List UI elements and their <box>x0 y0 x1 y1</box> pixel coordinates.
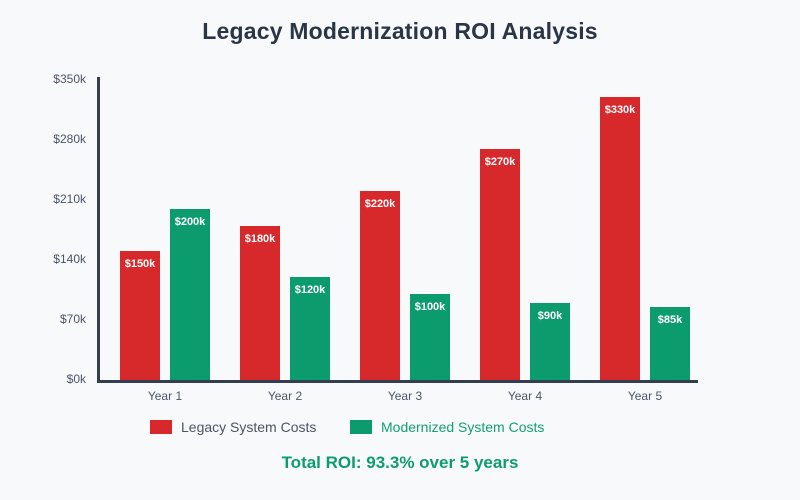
bar-value-label: $90k <box>537 309 563 322</box>
legend-swatch-modernized-icon <box>350 420 372 434</box>
bar-value-label: $330k <box>604 104 636 117</box>
y-tick-label: $70k <box>59 312 86 326</box>
bar-modernized-year-2: $120k <box>290 277 330 380</box>
bar-value-label: $200k <box>174 215 206 228</box>
y-axis-line <box>97 77 100 383</box>
bar-value-label: $85k <box>657 314 683 327</box>
bar-value-label: $180k <box>244 232 276 245</box>
bar-value-label: $100k <box>414 301 446 314</box>
y-tick-label: $140k <box>53 252 86 266</box>
bar-legacy-year-3: $220k <box>360 191 400 380</box>
x-tick-label: Year 3 <box>387 389 423 403</box>
bar-legacy-year-1: $150k <box>120 251 160 380</box>
bar-value-label: $150k <box>124 258 156 271</box>
legend: Legacy System Costs Modernized System Co… <box>0 419 800 437</box>
bar-value-label: $120k <box>294 284 326 297</box>
chart-title: Legacy Modernization ROI Analysis <box>202 18 598 44</box>
bar-modernized-year-1: $200k <box>170 208 210 380</box>
bar-modernized-year-4: $90k <box>530 302 570 380</box>
y-tick-label: $280k <box>53 132 86 146</box>
x-tick-label: Year 5 <box>627 389 663 403</box>
plot-area: $0k $70k $140k $210k $280k $350k $150k $200k Yea… <box>53 72 698 403</box>
bar-legacy-year-5: $330k <box>600 97 640 380</box>
x-tick-label: Year 2 <box>267 389 303 403</box>
bar-value-label: $270k <box>484 155 516 168</box>
y-tick-label: $0k <box>66 372 86 386</box>
legend-label-legacy: Legacy System Costs <box>181 419 317 435</box>
y-tick-label: $350k <box>53 72 86 86</box>
x-axis-line <box>97 380 698 383</box>
bar-value-label: $220k <box>364 198 396 211</box>
legend-label-modernized: Modernized System Costs <box>381 419 545 435</box>
legend-item-legacy: Legacy System Costs <box>150 419 316 435</box>
x-tick-label: Year 4 <box>507 389 543 403</box>
bar-legacy-year-4: $270k <box>480 148 520 380</box>
y-tick-label: $210k <box>53 192 86 206</box>
legend-swatch-legacy-icon <box>150 420 172 434</box>
bar-legacy-year-2: $180k <box>240 225 280 380</box>
roi-summary-text: Total ROI: 93.3% over 5 years <box>281 453 519 472</box>
bar-modernized-year-3: $100k <box>410 294 450 380</box>
x-tick-label: Year 1 <box>147 389 183 403</box>
legend-item-modernized: Modernized System Costs <box>350 419 544 435</box>
bar-modernized-year-5: $85k <box>650 307 690 380</box>
